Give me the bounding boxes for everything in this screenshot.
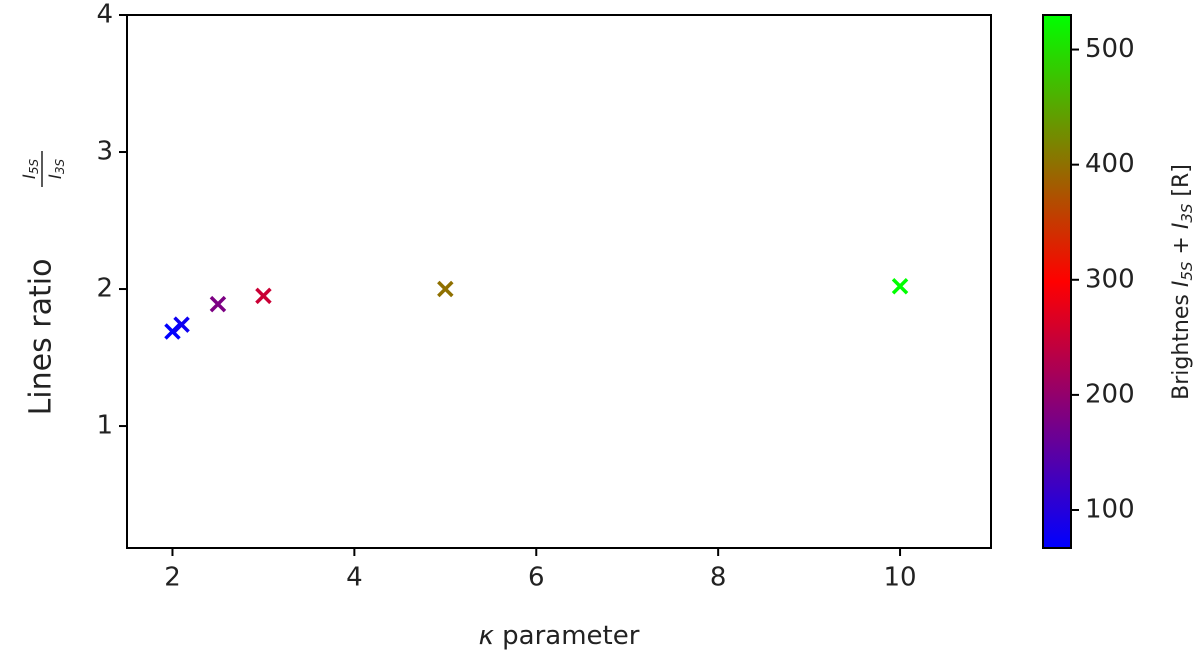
y-label-text: Lines ratio [24, 259, 59, 416]
y-tick-label: 3 [96, 137, 113, 167]
colorbar-tick-label: 200 [1085, 379, 1135, 409]
colorbar-tick-label: 100 [1085, 495, 1135, 525]
colorbar-tick-label: 400 [1085, 149, 1135, 179]
y-tick-label: 1 [96, 411, 113, 441]
marker [891, 278, 909, 295]
colorbar [1042, 14, 1072, 549]
y-axis-label: Lines ratio I5S I3S [20, 151, 67, 415]
x-tick-label: 10 [884, 563, 917, 593]
marker [255, 287, 272, 305]
x-axis-label: κ parameter [479, 621, 640, 651]
y-label-denominator: I3S [46, 158, 67, 179]
x-tick-label: 4 [346, 563, 363, 593]
colorbar-tick-label: 300 [1085, 264, 1135, 294]
x-tick-label: 6 [528, 563, 545, 593]
marker [173, 316, 190, 333]
marker [437, 280, 454, 298]
colorbar-label: Brightnes I5S + I3S [R] [1169, 164, 1196, 400]
x-tick-label: 2 [164, 563, 181, 593]
colorbar-label-text: Brightnes I5S + I3S [R] [1169, 164, 1196, 400]
plot-frame [126, 14, 992, 549]
y-tick-label: 4 [96, 0, 113, 30]
y-tick-label: 2 [96, 274, 113, 304]
y-label-numerator: I5S [20, 158, 41, 179]
x-tick-label: 8 [710, 563, 727, 593]
marker [209, 295, 227, 313]
colorbar-tick-label: 500 [1085, 34, 1135, 64]
